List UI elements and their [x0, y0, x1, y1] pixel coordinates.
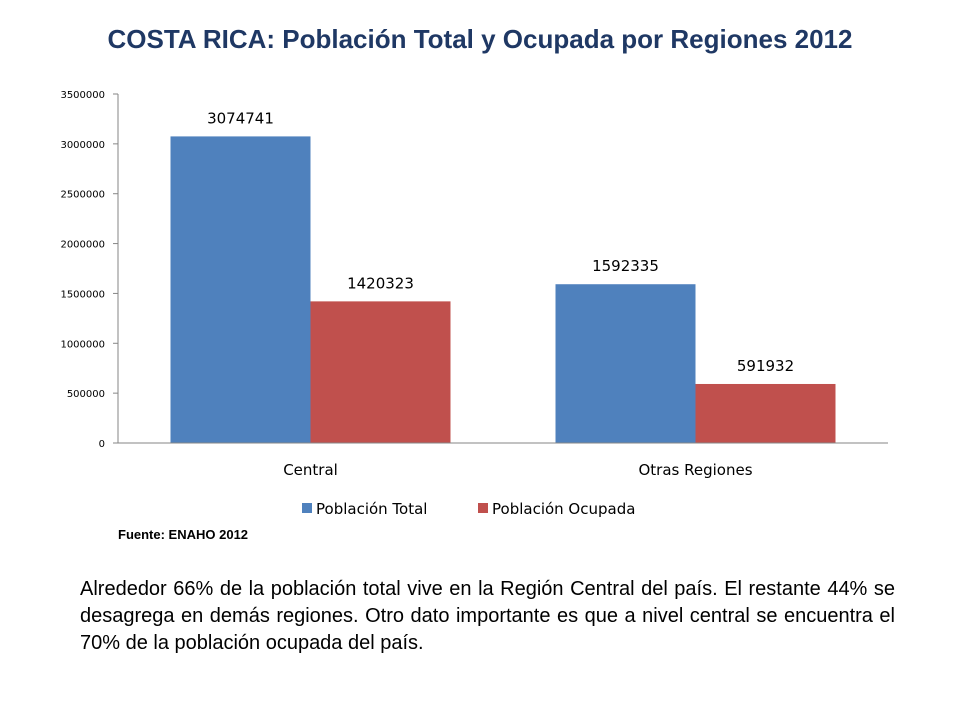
- data-label-0-0: 3074741: [207, 109, 274, 127]
- body-paragraph: Alrededor 66% de la población total vive…: [80, 578, 895, 654]
- bar-central-series-1: [310, 301, 451, 443]
- legend-label-0: Población Total: [316, 500, 427, 518]
- bar-chart: 0 500000 1000000 1500000 2000000 2500000 30000…: [60, 90, 888, 518]
- legend-swatch-0: [302, 503, 312, 513]
- bar-central-series-0: [170, 136, 311, 443]
- y-tick-label-2: 1000000: [60, 339, 105, 350]
- legend-label-1: Población Ocupada: [492, 500, 635, 518]
- data-labels: 3074741 1420323 1592335 591932: [207, 109, 794, 375]
- data-label-1-1: 591932: [737, 357, 794, 375]
- y-tick-label-5: 2500000: [60, 190, 105, 201]
- bar-otras-regiones-series-1: [695, 383, 836, 443]
- y-tick-label-0: 0: [99, 439, 105, 450]
- legend-swatch-1: [478, 503, 488, 513]
- y-tick-label-7: 3500000: [60, 90, 105, 101]
- x-axis-categories: Central Otras Regiones: [283, 461, 753, 479]
- y-tick-label-3: 1500000: [60, 289, 105, 300]
- legend: Población Total Población Ocupada: [302, 500, 635, 518]
- y-tick-label-6: 3000000: [60, 140, 105, 151]
- data-label-1-0: 1592335: [592, 257, 659, 275]
- chart-bars: [170, 136, 836, 443]
- y-tick-label-1: 500000: [67, 389, 105, 400]
- data-label-0-1: 1420323: [347, 274, 414, 292]
- x-category-label-0: Central: [283, 461, 338, 479]
- source-note: Fuente: ENAHO 2012: [118, 527, 249, 542]
- x-category-label-1: Otras Regiones: [638, 461, 752, 479]
- y-tick-label-4: 2000000: [60, 240, 105, 251]
- page-title: COSTA RICA: Población Total y Ocupada po…: [107, 24, 853, 54]
- bar-otras-regiones-series-0: [555, 284, 696, 443]
- y-axis-ticks: 0 500000 1000000 1500000 2000000 2500000 30000…: [60, 90, 118, 450]
